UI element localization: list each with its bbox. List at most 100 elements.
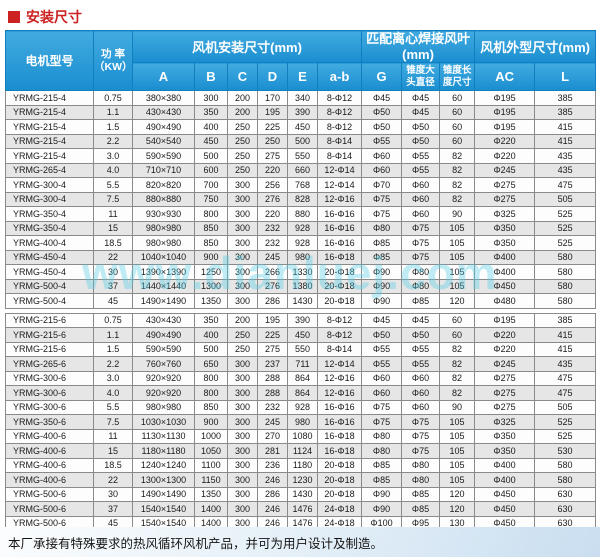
value-cell: Φ195 <box>474 119 536 135</box>
value-cell: 300 <box>227 472 258 488</box>
value-cell: 22 <box>93 249 133 266</box>
value-cell: Φ90 <box>361 278 403 295</box>
value-cell: 750 <box>194 191 228 208</box>
value-cell: Φ60 <box>361 162 403 179</box>
value-cell: 500 <box>287 133 318 150</box>
value-cell: 288 <box>257 385 288 401</box>
value-cell: Φ50 <box>401 133 441 150</box>
value-cell: 550 <box>287 341 318 358</box>
value-cell: 5.5 <box>93 177 133 193</box>
value-cell: 82 <box>439 162 476 179</box>
value-cell: 105 <box>439 457 475 474</box>
header-col-AC: AC <box>474 62 536 92</box>
value-cell: 930×930 <box>132 206 195 222</box>
table-row: YRMG-215-4 1.5 490×490 400 250 225 450 8-Φ12 Φ50… <box>5 119 597 135</box>
value-cell: 435 <box>534 148 597 164</box>
table-header: 电机型号 功 率 （KW） 风机安装尺寸(mm) 匹配离心焊接风叶 (mm) 风… <box>5 29 597 92</box>
table-row: YRMG-300-6 4.0 920×920 800 300 288 864 12-Φ16 Φ6… <box>5 385 596 401</box>
value-cell: 232 <box>257 399 288 416</box>
model-cell: YRMG-400-6 <box>5 428 94 445</box>
table-row: YRMG-300-6 3.0 920×920 800 300 288 864 12-Φ16 Φ6… <box>5 370 596 387</box>
red-square-bullet-icon <box>8 11 20 23</box>
value-cell: 475 <box>534 385 596 401</box>
value-cell: 256 <box>257 177 288 193</box>
value-cell: 390 <box>287 104 318 121</box>
value-cell: 20-Φ18 <box>316 293 363 309</box>
model-cell: YRMG-500-4 <box>5 293 94 309</box>
value-cell: 45 <box>93 293 133 309</box>
value-cell: 195 <box>257 312 288 329</box>
value-cell: Φ55 <box>401 341 440 358</box>
value-cell: 3.0 <box>93 148 133 164</box>
table-row: YRMG-350-4 11 930×930 800 300 220 880 16-Φ16 Φ75… <box>5 206 597 222</box>
model-cell: YRMG-215-4 <box>5 119 94 135</box>
value-cell: 60 <box>439 104 476 121</box>
value-cell: Φ75 <box>401 414 440 430</box>
value-cell: 475 <box>534 177 597 193</box>
value-cell: Φ450 <box>474 501 535 517</box>
value-cell: 980 <box>287 249 318 266</box>
value-cell: 195 <box>257 104 288 121</box>
header-group-install-size: 风机安装尺寸(mm) <box>131 29 363 64</box>
value-cell: Φ75 <box>401 443 440 459</box>
value-cell: 300 <box>227 385 258 401</box>
value-cell: 650 <box>194 356 228 372</box>
value-cell: 850 <box>194 399 228 416</box>
value-cell: 660 <box>287 162 318 179</box>
value-cell: 864 <box>287 385 318 401</box>
value-cell: 880 <box>287 206 318 222</box>
value-cell: 82 <box>439 341 475 358</box>
value-cell: 3.0 <box>93 370 133 387</box>
value-cell: Φ50 <box>361 119 403 135</box>
footer-note: 本厂承接有特殊要求的热风循环风机产品，并可为用户设计及制造。 <box>8 537 384 551</box>
value-cell: 16-Φ16 <box>317 399 362 416</box>
value-cell: 275 <box>257 341 288 358</box>
value-cell: 590×590 <box>132 148 195 164</box>
model-cell: YRMG-500-4 <box>5 278 94 295</box>
value-cell: 980×980 <box>132 235 195 251</box>
value-cell: 105 <box>439 472 475 488</box>
value-cell: 286 <box>257 486 288 503</box>
value-cell: Φ450 <box>474 278 536 295</box>
value-cell: 60 <box>439 90 476 106</box>
value-cell: 580 <box>534 264 597 280</box>
model-cell: YRMG-500-6 <box>5 486 94 503</box>
value-cell: 1240×1240 <box>132 457 195 474</box>
value-cell: Φ60 <box>401 191 441 208</box>
value-cell: 1390×1390 <box>132 264 195 280</box>
value-cell: Φ80 <box>361 428 402 445</box>
value-cell: Φ400 <box>474 264 536 280</box>
model-cell: YRMG-350-6 <box>5 414 94 430</box>
table-row: YRMG-400-6 11 1130×1130 1000 300 270 1080 16-Φ1… <box>5 428 596 445</box>
model-cell: YRMG-350-4 <box>5 206 94 222</box>
value-cell: 350 <box>194 312 228 329</box>
value-cell: 276 <box>257 191 288 208</box>
value-cell: 12-Φ14 <box>317 356 362 372</box>
value-cell: 2.2 <box>93 133 133 150</box>
model-cell: YRMG-400-6 <box>5 443 94 459</box>
value-cell: 1350 <box>194 486 228 503</box>
value-cell: Φ75 <box>401 235 441 251</box>
table-row: YRMG-300-4 5.5 820×820 700 300 256 768 12-Φ14 Φ7… <box>5 177 597 193</box>
value-cell: 4.0 <box>93 162 133 179</box>
value-cell: 928 <box>287 220 318 237</box>
value-cell: 8-Φ12 <box>317 327 362 343</box>
value-cell: 920×920 <box>132 370 195 387</box>
value-cell: 580 <box>534 278 597 295</box>
value-cell: 18.5 <box>93 457 133 474</box>
value-cell: 300 <box>227 191 258 208</box>
table-row: YRMG-400-4 18.5 980×980 850 300 232 928 16-Φ16 Φ… <box>5 235 597 251</box>
value-cell: 415 <box>534 327 596 343</box>
model-cell: YRMG-450-4 <box>5 264 94 280</box>
value-cell: 37 <box>93 501 133 517</box>
value-cell: Φ85 <box>401 501 440 517</box>
value-cell: 225 <box>257 119 288 135</box>
table-row: YRMG-265-6 2.2 760×760 650 300 237 711 12-Φ14 Φ5… <box>5 356 596 372</box>
value-cell: 928 <box>287 399 318 416</box>
value-cell: 430×430 <box>132 312 195 329</box>
value-cell: 120 <box>439 486 475 503</box>
value-cell: 8-Φ14 <box>316 148 363 164</box>
value-cell: 90 <box>439 206 476 222</box>
value-cell: 1.1 <box>93 327 133 343</box>
value-cell: 505 <box>534 191 597 208</box>
